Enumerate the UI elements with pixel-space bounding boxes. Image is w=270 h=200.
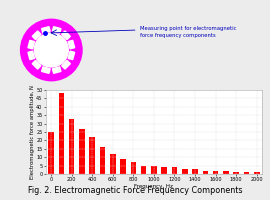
Bar — [161, 167, 167, 174]
Circle shape — [34, 33, 68, 67]
Polygon shape — [32, 60, 41, 69]
Bar — [110, 154, 116, 174]
Bar — [202, 171, 208, 174]
Polygon shape — [42, 67, 50, 73]
Bar — [172, 167, 177, 174]
Bar — [48, 132, 54, 174]
Polygon shape — [32, 31, 41, 40]
Bar — [192, 169, 198, 174]
Bar — [59, 93, 64, 174]
Polygon shape — [42, 27, 50, 33]
Bar — [213, 171, 218, 174]
Polygon shape — [28, 51, 35, 60]
Y-axis label: Electromagnetic force amplitude, N: Electromagnetic force amplitude, N — [30, 85, 35, 179]
Bar — [69, 119, 75, 174]
Bar — [223, 171, 229, 174]
Polygon shape — [68, 40, 75, 49]
Bar — [244, 172, 249, 174]
Polygon shape — [52, 67, 61, 73]
Text: Fig. 2. Electromagnetic Force Frequency Components: Fig. 2. Electromagnetic Force Frequency … — [28, 186, 242, 195]
Bar — [120, 159, 126, 174]
Bar — [151, 166, 157, 174]
Bar — [182, 169, 188, 174]
X-axis label: Frequency, Hz: Frequency, Hz — [134, 184, 173, 189]
Bar — [233, 172, 239, 174]
Polygon shape — [28, 40, 35, 49]
Polygon shape — [68, 51, 75, 60]
Bar — [254, 172, 259, 174]
Bar — [79, 129, 85, 174]
Circle shape — [21, 19, 82, 81]
Bar — [130, 162, 136, 174]
Polygon shape — [52, 27, 61, 33]
Bar — [89, 137, 95, 174]
Text: Measuring point for electromagnetic
force frequency components: Measuring point for electromagnetic forc… — [140, 26, 237, 38]
Bar — [141, 166, 146, 174]
Bar — [100, 147, 105, 174]
Polygon shape — [62, 31, 70, 40]
Polygon shape — [62, 60, 70, 69]
